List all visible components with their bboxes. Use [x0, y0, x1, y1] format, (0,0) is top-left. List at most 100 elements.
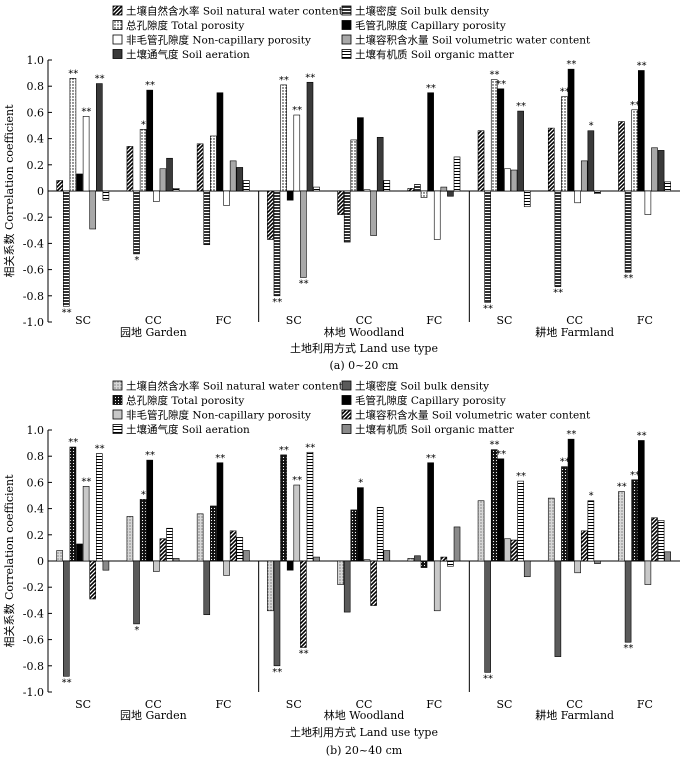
bar — [554, 190, 562, 287]
bar — [76, 173, 83, 192]
bar — [453, 526, 461, 562]
bar — [376, 506, 384, 562]
legend-label: 总孔隙度 Total porosity — [126, 394, 244, 407]
bar — [447, 190, 454, 197]
bar — [414, 184, 421, 192]
legend-entry: 土壤容积含水量 Soil volumetric water content — [341, 34, 591, 47]
significance-label: ** — [496, 449, 506, 460]
bar — [631, 479, 638, 562]
bar — [594, 560, 601, 564]
bar — [547, 127, 555, 192]
y-axis-label: 相关系数 Correlation coefficient — [2, 104, 16, 278]
bar — [547, 497, 555, 562]
significance-label: ** — [299, 648, 309, 659]
bar — [350, 509, 358, 562]
legend-label: 土壤容积含水量 Soil volumetric water content — [355, 34, 591, 47]
legend-entry: 非毛管孔隙度 Non-capillary porosity — [112, 409, 311, 422]
significance-label: ** — [305, 442, 315, 453]
y-tick-label: -0.4 — [23, 607, 44, 620]
bar — [504, 168, 511, 192]
bar — [216, 462, 224, 562]
bar — [337, 190, 344, 215]
bar — [433, 560, 441, 612]
significance-label: ** — [630, 470, 640, 481]
bar — [56, 180, 64, 192]
y-tick-label: 0 — [37, 185, 44, 198]
legend-entry: 土壤通气度 Soil aeration — [112, 48, 250, 61]
bar — [203, 190, 211, 246]
bar — [484, 560, 491, 673]
bar — [273, 560, 281, 667]
chart-panel-b: 土壤自然含水率 Soil natural water content 土壤密度 S… — [2, 380, 680, 757]
bar — [420, 190, 428, 198]
legend-label: 毛管孔隙度 Capillary porosity — [355, 394, 506, 407]
bar — [243, 180, 250, 192]
bar — [580, 530, 588, 562]
bar — [561, 466, 568, 562]
bar — [306, 81, 314, 192]
bar — [453, 156, 461, 192]
significance-label: ** — [62, 307, 72, 318]
bar — [243, 550, 250, 562]
bar — [267, 190, 274, 240]
bar — [153, 560, 160, 572]
legend-label: 土壤有机质 Soil organic matter — [355, 48, 515, 61]
bar — [89, 560, 97, 600]
bar — [363, 189, 371, 192]
significance-label: ** — [215, 453, 225, 464]
bar — [644, 560, 652, 585]
significance-label: ** — [279, 75, 289, 86]
bar — [657, 520, 665, 562]
bar — [293, 114, 301, 192]
bar — [96, 83, 103, 192]
significance-label: * — [589, 491, 594, 502]
y-tick-label: -0.4 — [23, 237, 44, 250]
legend-swatch — [112, 34, 123, 45]
legend-entry: 土壤通气度 Soil aeration — [112, 423, 250, 436]
legend-entry: 毛管孔隙度 Capillary porosity — [341, 19, 506, 32]
bar — [587, 500, 595, 562]
significance-label: * — [358, 478, 363, 489]
bar — [517, 110, 524, 192]
significance-label: ** — [279, 445, 289, 456]
legend-entry: 总孔隙度 Total porosity — [112, 19, 244, 32]
bar — [484, 190, 491, 303]
significance-label: ** — [68, 437, 78, 448]
legend-swatch — [341, 49, 352, 59]
bar — [210, 135, 217, 192]
legend-label: 土壤有机质 Soil organic matter — [355, 423, 515, 436]
bar — [153, 190, 160, 202]
significance-label: ** — [426, 83, 436, 94]
significance-label: ** — [637, 60, 647, 71]
bar — [477, 500, 485, 562]
legend-swatch — [112, 424, 123, 434]
y-tick-label: 0.2 — [27, 529, 45, 542]
legend-swatch — [112, 380, 123, 391]
legend-label: 土壤自然含水率 Soil natural water content — [126, 380, 344, 393]
significance-label: ** — [496, 79, 506, 90]
legend-swatch — [341, 5, 352, 16]
bar — [229, 530, 237, 562]
bar — [210, 505, 217, 562]
bar — [273, 190, 281, 297]
significance-label: ** — [145, 80, 155, 91]
x-tick-label: CC — [356, 314, 373, 327]
legend-swatch — [112, 409, 123, 420]
bar — [618, 121, 625, 192]
bar — [594, 190, 601, 194]
significance-label: ** — [272, 297, 282, 308]
x-tick-label: CC — [145, 698, 162, 711]
significance-label: ** — [272, 667, 282, 678]
bar — [343, 560, 351, 613]
x-tick-label: SC — [496, 698, 512, 711]
bar — [280, 454, 287, 562]
bar — [166, 527, 173, 562]
bar — [383, 180, 391, 192]
bar — [82, 116, 90, 192]
significance-label: ** — [623, 273, 633, 284]
significance-label: ** — [95, 444, 105, 455]
bar — [300, 190, 307, 278]
significance-label: ** — [305, 72, 315, 83]
legend-label: 总孔隙度 Total porosity — [126, 19, 244, 32]
x-tick-label: SC — [496, 314, 512, 327]
